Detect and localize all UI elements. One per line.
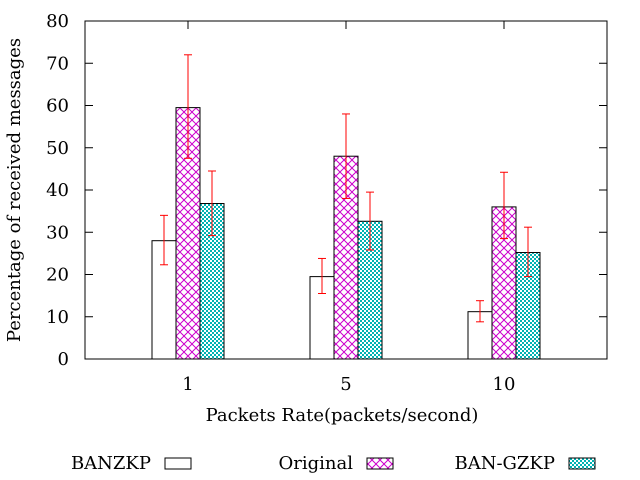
legend: BANZKP Original BAN-GZKP — [71, 453, 596, 474]
legend-label-ban-gzkp: BAN-GZKP — [454, 453, 555, 474]
x-tick-label: 1 — [182, 374, 193, 395]
y-axis-label: Percentage of received messages — [4, 38, 25, 342]
y-tick-label: 40 — [46, 180, 69, 201]
error-bar-group — [160, 54, 532, 323]
y-tick-label: 10 — [46, 307, 69, 328]
legend-swatch-banzkp — [164, 457, 192, 470]
legend-item-banzkp: BANZKP — [71, 453, 192, 474]
y-tick-label: 50 — [46, 138, 69, 159]
legend-swatch-original — [366, 457, 394, 470]
y-tick-label: 30 — [46, 222, 69, 243]
y-tick-label: 70 — [46, 53, 69, 74]
y-tick-label: 80 — [46, 11, 69, 32]
y-axis: 0 10 20 30 40 50 60 70 80 — [46, 11, 607, 370]
y-tick-label: 60 — [46, 96, 69, 117]
legend-label-original: Original — [279, 453, 354, 474]
x-tick-label: 5 — [340, 374, 351, 395]
x-tick-label: 10 — [493, 374, 516, 395]
legend-swatch-ban-gzkp — [568, 457, 596, 470]
x-axis-label: Packets Rate(packets/second) — [206, 405, 479, 426]
y-tick-label: 0 — [58, 349, 69, 370]
legend-item-ban-gzkp: BAN-GZKP — [454, 453, 596, 474]
y-tick-label: 20 — [46, 265, 69, 286]
legend-item-original: Original — [279, 453, 394, 474]
legend-label-banzkp: BANZKP — [71, 453, 151, 474]
